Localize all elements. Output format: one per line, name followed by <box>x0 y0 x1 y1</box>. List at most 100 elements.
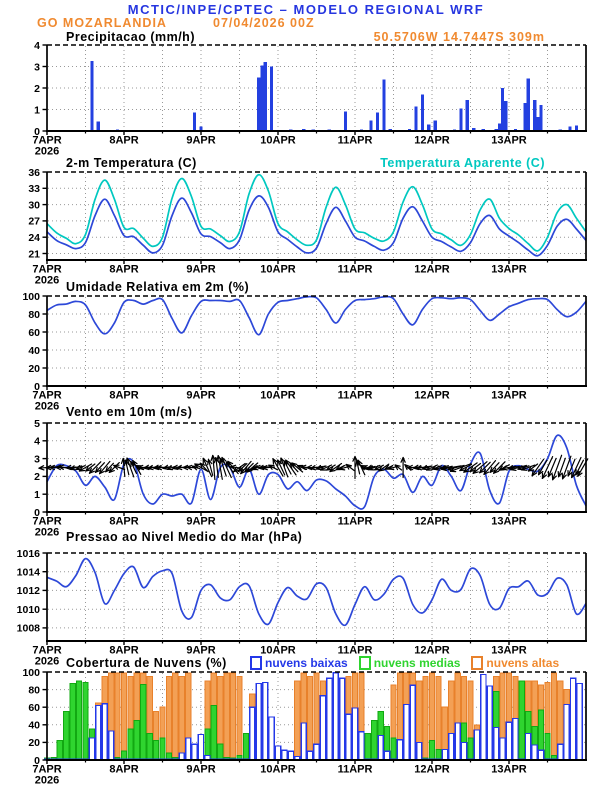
x-axis-year-label: 2026 <box>35 775 59 787</box>
x-axis-year-label: 2026 <box>35 401 59 413</box>
y-tick-label: 2 <box>34 471 40 483</box>
x-tick-label: 11APR <box>338 645 373 657</box>
y-tick-label: 20 <box>28 363 40 375</box>
x-tick-label: 9APR <box>186 135 215 147</box>
y-tick-label: 3 <box>34 453 40 465</box>
y-tick-label: 1014 <box>17 567 41 579</box>
x-tick-label: 12APR <box>414 645 450 657</box>
x-axis-year-label: 2026 <box>35 656 59 668</box>
x-tick-label: 10APR <box>260 645 296 657</box>
y-tick-label: 4 <box>34 40 40 52</box>
y-tick-label: 5 <box>34 418 40 430</box>
x-tick-label: 12APR <box>414 390 450 402</box>
x-tick-label: 12APR <box>414 135 450 147</box>
y-tick-label: 100 <box>22 291 40 303</box>
y-tick-label: 1012 <box>17 585 41 597</box>
x-tick-label: 13APR <box>491 135 527 147</box>
y-tick-label: 1008 <box>17 623 41 635</box>
x-tick-label: 9APR <box>186 516 215 528</box>
coords-label: 50.5706W 14.7447S 309m <box>373 30 545 44</box>
x-tick-label: 13APR <box>491 764 527 776</box>
panel-title-clouds: Cobertura de Nuvens (%) <box>66 656 227 670</box>
x-tick-label: 8APR <box>109 764 138 776</box>
high-clouds-swatch-icon <box>471 656 484 670</box>
y-tick-label: 60 <box>28 327 40 339</box>
x-tick-label: 10APR <box>260 390 296 402</box>
y-tick-label: 36 <box>28 167 40 179</box>
x-tick-label: 10APR <box>260 764 296 776</box>
x-tick-label: 11APR <box>338 135 373 147</box>
y-tick-label: 100 <box>22 667 40 679</box>
x-tick-label: 9APR <box>186 764 215 776</box>
y-tick-label: 0 <box>34 507 40 519</box>
panel-title-temperature: 2-m Temperatura (C) <box>66 156 197 170</box>
panel-title-wind: Vento em 10m (m/s) <box>66 405 193 419</box>
y-tick-label: 30 <box>28 199 40 211</box>
y-tick-label: 40 <box>28 720 40 732</box>
y-tick-label: 3 <box>34 61 40 73</box>
x-tick-label: 8APR <box>109 135 138 147</box>
y-tick-label: 27 <box>28 216 40 228</box>
y-tick-label: 80 <box>28 684 40 696</box>
x-tick-label: 10APR <box>260 264 296 276</box>
x-tick-label: 7APR <box>32 390 61 402</box>
y-tick-label: 0 <box>34 126 40 138</box>
x-tick-label: 8APR <box>109 645 138 657</box>
x-tick-label: 8APR <box>109 390 138 402</box>
x-tick-label: 10APR <box>260 135 296 147</box>
y-tick-label: 1016 <box>17 548 41 560</box>
x-tick-label: 7APR <box>32 516 61 528</box>
legend-label-mid-clouds: nuvens medias <box>373 656 461 670</box>
low-clouds-swatch-icon <box>250 656 262 670</box>
y-tick-label: 0 <box>34 381 40 393</box>
station-label: GO MOZARLANDIA <box>37 16 167 30</box>
x-tick-label: 7APR <box>32 264 61 276</box>
x-tick-label: 11APR <box>338 516 373 528</box>
x-tick-label: 7APR <box>32 135 61 147</box>
panel-title-humidity: Umidade Relativa em 2m (%) <box>66 280 250 294</box>
y-tick-label: 80 <box>28 309 40 321</box>
y-tick-label: 20 <box>28 737 40 749</box>
x-tick-label: 7APR <box>32 764 61 776</box>
x-tick-label: 11APR <box>338 390 373 402</box>
cloud-legend: nuvens baixas nuvens medias nuvens altas <box>250 656 559 670</box>
y-tick-label: 60 <box>28 702 40 714</box>
x-tick-label: 9APR <box>186 390 215 402</box>
y-tick-label: 2 <box>34 83 40 95</box>
legend-item-low-clouds: nuvens baixas <box>250 656 348 670</box>
y-tick-label: 4 <box>34 436 40 448</box>
apparent-temperature-label: Temperatura Aparente (C) <box>380 156 545 170</box>
x-axis-year-label: 2026 <box>35 146 59 158</box>
x-tick-label: 13APR <box>491 264 527 276</box>
x-tick-label: 8APR <box>109 516 138 528</box>
x-tick-label: 13APR <box>491 516 527 528</box>
y-tick-label: 24 <box>28 232 40 244</box>
y-tick-label: 33 <box>28 183 40 195</box>
y-tick-label: 1 <box>34 104 40 116</box>
x-axis-year-label: 2026 <box>35 275 59 287</box>
y-tick-label: 21 <box>28 248 40 260</box>
legend-item-high-clouds: nuvens altas <box>471 656 559 670</box>
x-tick-label: 13APR <box>491 645 527 657</box>
panel-title-precipitation: Precipitacao (mm/h) <box>66 30 195 44</box>
y-tick-label: 1010 <box>17 604 41 616</box>
x-tick-label: 9APR <box>186 264 215 276</box>
run-datetime: 07/04/2026 00Z <box>213 16 315 30</box>
x-tick-label: 11APR <box>338 764 373 776</box>
x-tick-label: 7APR <box>32 645 61 657</box>
page-title: MCTIC/INPE/CPTEC – MODELO REGIONAL WRF <box>127 2 485 17</box>
y-tick-label: 40 <box>28 345 40 357</box>
x-tick-label: 11APR <box>338 264 373 276</box>
mid-clouds-swatch-icon <box>358 656 371 670</box>
legend-label-low-clouds: nuvens baixas <box>265 656 348 670</box>
x-tick-label: 13APR <box>491 390 527 402</box>
x-tick-label: 12APR <box>414 264 450 276</box>
x-tick-label: 12APR <box>414 764 450 776</box>
y-tick-label: 1 <box>34 489 40 501</box>
legend-item-mid-clouds: nuvens medias <box>358 656 461 670</box>
x-tick-label: 12APR <box>414 516 450 528</box>
x-tick-label: 8APR <box>109 264 138 276</box>
y-tick-label: 0 <box>34 755 40 767</box>
